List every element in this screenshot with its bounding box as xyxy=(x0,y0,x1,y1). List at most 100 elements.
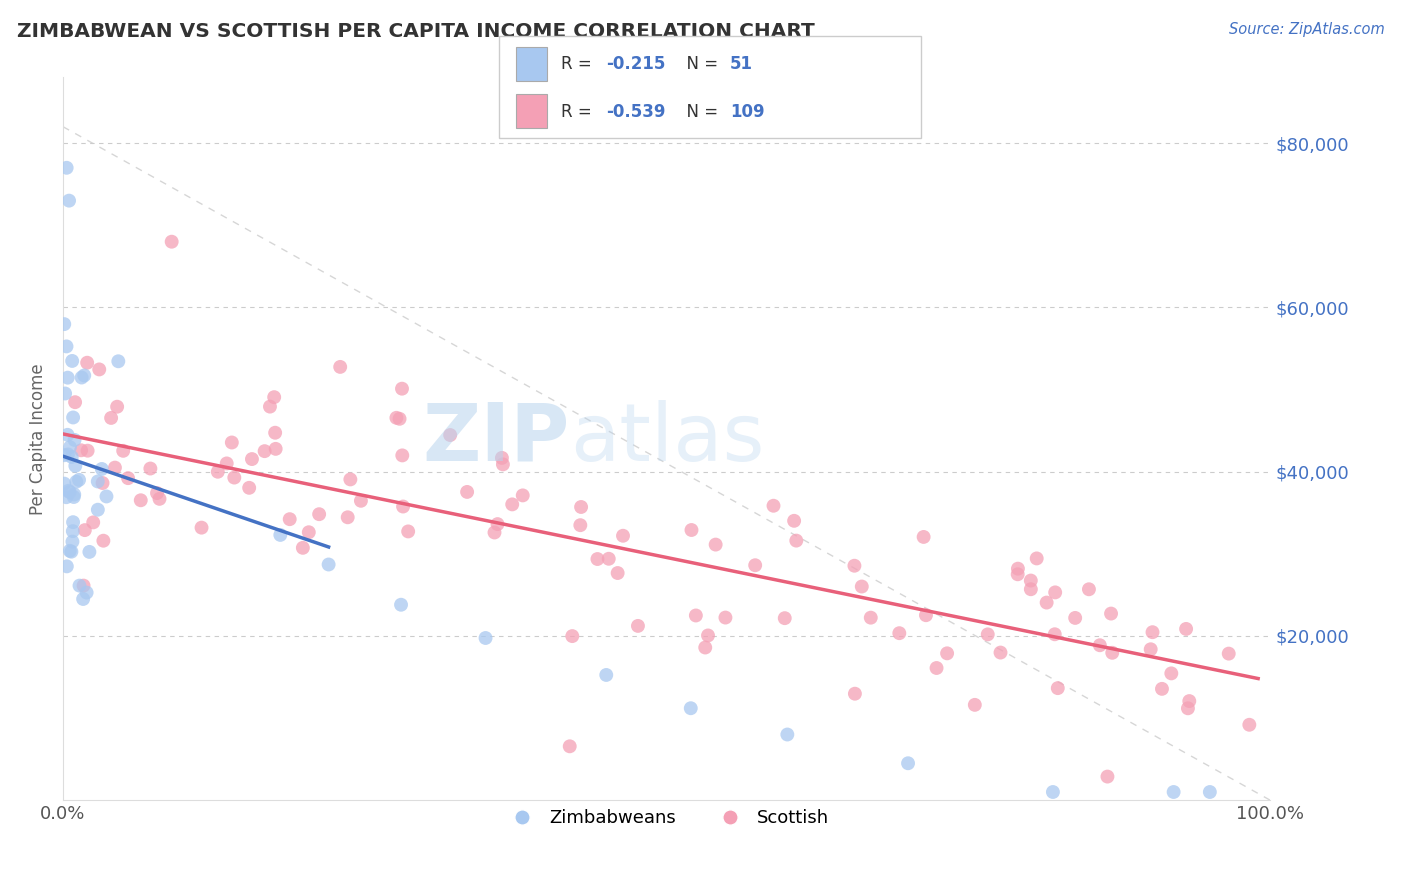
Point xyxy=(72,579,94,593)
Text: 51: 51 xyxy=(730,55,752,73)
Point xyxy=(595,668,617,682)
Point xyxy=(915,608,938,623)
Point xyxy=(1198,785,1220,799)
Point xyxy=(501,497,523,511)
Point xyxy=(1163,785,1185,799)
Point xyxy=(53,317,76,331)
Point xyxy=(1043,627,1066,641)
Point xyxy=(844,558,866,573)
Point xyxy=(990,646,1012,660)
Text: 109: 109 xyxy=(730,103,765,120)
Point xyxy=(963,698,986,712)
Point xyxy=(73,368,96,383)
Text: R =: R = xyxy=(561,55,598,73)
Point xyxy=(704,538,727,552)
Point xyxy=(681,523,703,537)
Point xyxy=(224,470,246,484)
Point xyxy=(350,493,373,508)
Point xyxy=(207,465,229,479)
Text: -0.539: -0.539 xyxy=(606,103,665,120)
Point xyxy=(53,476,76,491)
Point xyxy=(60,450,83,464)
Point xyxy=(221,435,243,450)
Point xyxy=(456,484,478,499)
Point xyxy=(70,443,93,458)
Point xyxy=(561,629,583,643)
Point xyxy=(105,400,128,414)
Point xyxy=(79,545,101,559)
Point xyxy=(104,460,127,475)
Point xyxy=(389,598,412,612)
Point xyxy=(89,362,111,376)
Point xyxy=(87,502,110,516)
Point xyxy=(439,428,461,442)
Point xyxy=(60,354,83,368)
Point xyxy=(586,552,609,566)
Text: R =: R = xyxy=(561,103,598,120)
Point xyxy=(70,370,93,384)
Point xyxy=(1035,596,1057,610)
Point xyxy=(936,646,959,660)
Point xyxy=(889,626,911,640)
Point xyxy=(55,161,77,175)
Point xyxy=(851,580,873,594)
Point xyxy=(391,382,413,396)
Point xyxy=(65,458,87,473)
Point xyxy=(238,481,260,495)
Point xyxy=(65,475,87,489)
Point xyxy=(697,628,720,642)
Point xyxy=(62,490,84,504)
Point xyxy=(1042,785,1064,799)
Point xyxy=(112,443,135,458)
Point xyxy=(60,544,83,558)
Point xyxy=(63,433,86,447)
Point xyxy=(1142,625,1164,640)
Point xyxy=(53,386,76,401)
Point xyxy=(1239,718,1261,732)
Point xyxy=(336,510,359,524)
Point xyxy=(912,530,935,544)
Point xyxy=(69,579,91,593)
Point xyxy=(492,458,515,472)
Point xyxy=(55,339,77,353)
Y-axis label: Per Capita Income: Per Capita Income xyxy=(30,363,46,515)
Point xyxy=(264,425,287,440)
Point xyxy=(1160,666,1182,681)
Point xyxy=(744,558,766,573)
Point xyxy=(1177,701,1199,715)
Point xyxy=(714,610,737,624)
Point xyxy=(1025,551,1047,566)
Point xyxy=(897,756,920,771)
Point xyxy=(62,524,84,538)
Point xyxy=(391,449,413,463)
Point xyxy=(569,518,592,533)
Point xyxy=(160,235,183,249)
Point xyxy=(59,485,82,500)
Text: ZIMBABWEAN VS SCOTTISH PER CAPITA INCOME CORRELATION CHART: ZIMBABWEAN VS SCOTTISH PER CAPITA INCOME… xyxy=(17,22,814,41)
Point xyxy=(58,194,80,208)
Point xyxy=(63,487,86,501)
Point xyxy=(146,486,169,500)
Point xyxy=(93,533,115,548)
Point xyxy=(486,517,509,532)
Point xyxy=(1064,611,1087,625)
Point xyxy=(87,475,110,489)
Point xyxy=(253,444,276,458)
Point xyxy=(512,488,534,502)
Point xyxy=(385,410,408,425)
Point xyxy=(783,514,806,528)
Point xyxy=(1139,642,1161,657)
Point xyxy=(190,521,212,535)
Point xyxy=(76,585,98,599)
Point xyxy=(82,516,104,530)
Point xyxy=(1077,582,1099,597)
Point xyxy=(785,533,807,548)
Point xyxy=(56,427,79,442)
Point xyxy=(392,500,415,514)
Point xyxy=(388,412,411,426)
Point xyxy=(396,524,419,539)
Point xyxy=(977,627,1000,641)
Point xyxy=(308,507,330,521)
Point xyxy=(569,500,592,514)
Text: Source: ZipAtlas.com: Source: ZipAtlas.com xyxy=(1229,22,1385,37)
